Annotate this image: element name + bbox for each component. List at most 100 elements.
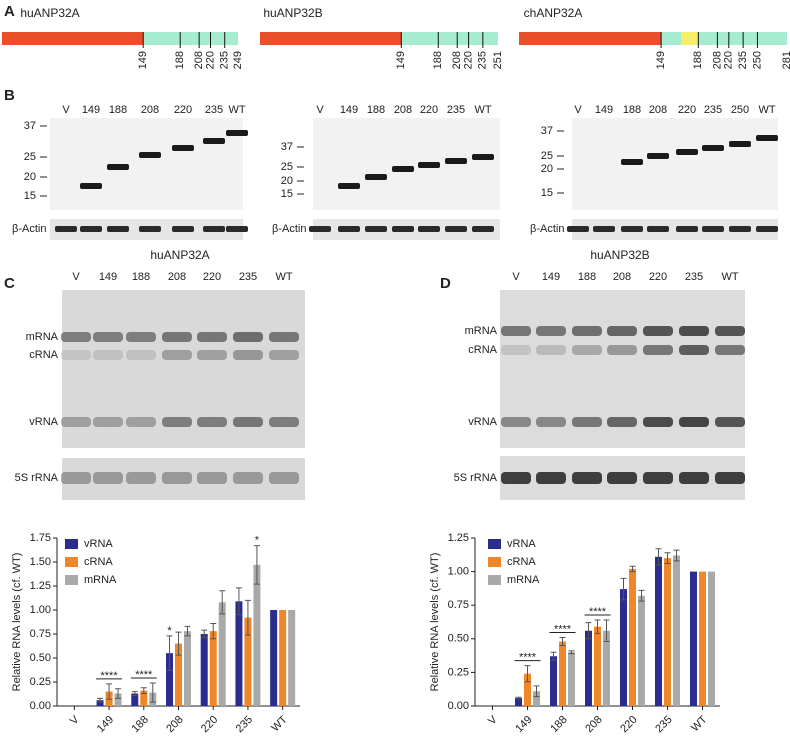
actin-band [226,226,248,232]
bar [603,630,610,706]
rna-band [126,417,156,427]
y-tick-label: 0.50 [448,633,469,645]
rna-band [162,350,192,360]
band-label: vRNA [468,416,497,428]
legend-label: mRNA [507,574,540,586]
lane-label: 188 [578,271,596,283]
bar [655,556,662,706]
rna-band [536,345,566,355]
y-tick-label: 1.50 [30,556,51,568]
position-label: 249 [232,51,244,69]
protein-band [445,158,467,164]
bar [515,697,522,706]
lrr-region [2,32,144,45]
bar [209,631,217,706]
error-bar [149,682,156,703]
loading-label: β-Actin [530,223,564,235]
marker-label: 25 [281,161,293,173]
loading-label: β-Actin [12,223,46,235]
position-label: 149 [655,51,667,69]
error-bar [629,565,636,573]
actin-band [445,226,467,232]
x-tick-label: 208 [164,714,185,735]
rrna-band [501,472,531,484]
bar [559,641,566,706]
y-tick-label: 1.25 [30,580,51,592]
band-label: mRNA [26,331,59,343]
x-tick-label: 220 [199,714,220,735]
legend-swatch [488,539,501,549]
panel-label: A [4,3,15,20]
bar [235,601,243,706]
protein-band [226,130,248,136]
gel-title: huANP32A [150,248,209,262]
error-bar [568,650,575,655]
bar [533,691,540,706]
actin-band [107,226,129,232]
y-tick-label: 1.00 [30,604,51,616]
legend-swatch [65,539,78,549]
rna-band [643,417,673,427]
error-bar [219,590,226,615]
lane-label: 208 [141,104,159,116]
x-tick-label: V [486,713,500,727]
rna-band [61,417,91,427]
actin-band [309,226,331,232]
significance: * [255,535,260,547]
actin-band [621,226,643,232]
y-tick-label: 0.25 [448,666,469,678]
bar [620,589,627,706]
y-axis-label: Relative RNA levels (cf. WT) [429,553,441,692]
rna-band [269,332,299,342]
protein-band [676,149,698,155]
error-bar [533,685,540,698]
rna-band [233,332,263,342]
error-bar [664,552,671,565]
band-label: vRNA [29,416,58,428]
rna-band [607,345,637,355]
rrna-band [679,472,709,484]
rna-band [536,417,566,427]
actin-band [729,226,751,232]
construct-title: huANP32A [20,6,79,20]
protein-band [756,135,778,141]
lane-label: 250 [731,104,749,116]
x-tick-label: V [68,713,82,727]
lane-label: V [316,104,324,116]
rrna-band [197,472,227,484]
rrna-band [715,472,745,484]
actin-band [172,226,194,232]
bar [244,617,252,706]
actin-band [756,226,778,232]
bar [218,602,226,706]
rna-band [233,350,263,360]
construct-title: huANP32B [263,6,322,20]
rna-band [536,326,566,336]
position-label: 235 [477,51,489,69]
bar [690,571,697,706]
actin-band [55,226,77,232]
y-tick-label: 0.25 [30,676,51,688]
rna-band [715,417,745,427]
significance: **** [101,670,119,682]
protein-band [80,183,102,189]
bar [175,643,182,706]
position-label: 281 [781,51,790,69]
error-bar [585,622,592,640]
lrr-region [260,32,402,45]
rna-band [572,417,602,427]
lane-label: 149 [99,271,117,283]
rna-band [269,417,299,427]
rrna-band [233,472,263,484]
lrr-region [519,32,662,45]
position-label: 208 [711,51,723,69]
protein-band [702,145,724,151]
position-label: 188 [174,51,186,69]
rna-band [501,345,531,355]
x-tick-label: 149 [513,714,534,735]
error-bar [131,691,138,696]
legend-swatch [65,557,78,567]
legend-label: vRNA [507,538,536,550]
marker-label: 20 [541,163,553,175]
bar [568,652,575,706]
